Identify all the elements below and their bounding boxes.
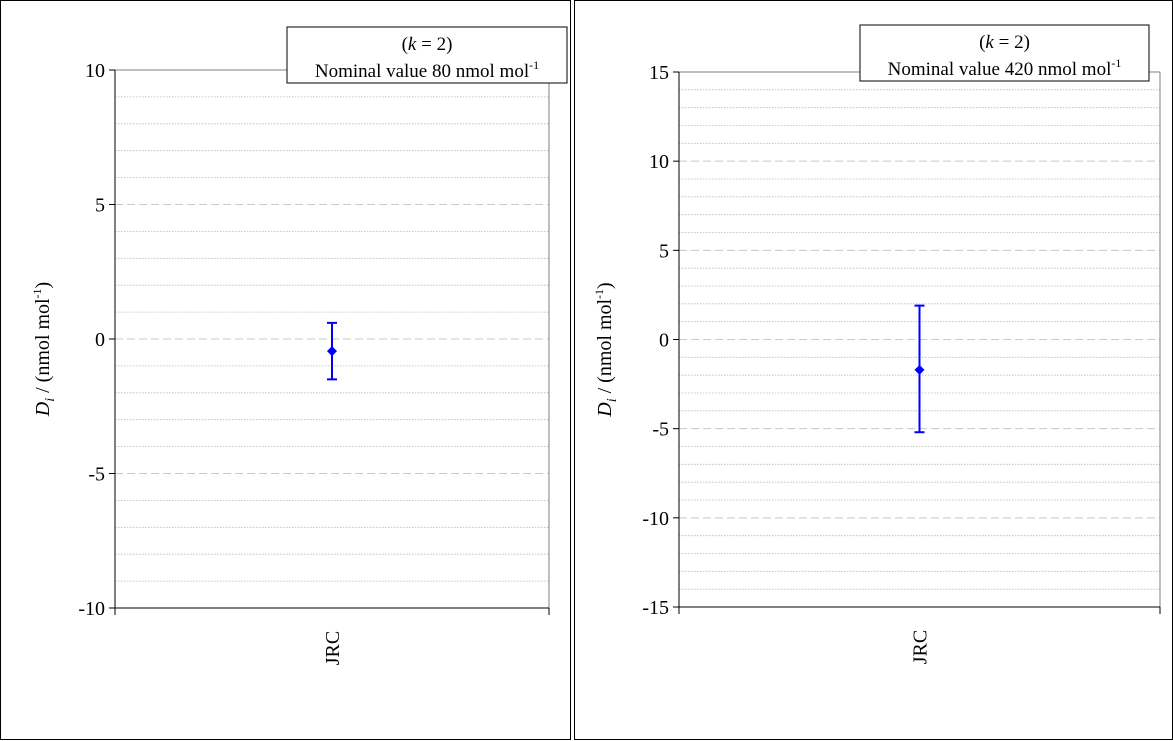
y-axis-label-var: D [594, 402, 616, 418]
annotation-line1: (k = 2) [979, 32, 1030, 53]
y-axis-label-sup: -1 [592, 289, 606, 299]
y-tick-label: -15 [642, 597, 669, 619]
y-axis-label-close: ) [32, 282, 54, 289]
data-point [914, 364, 925, 375]
annotation-nominal-sup: -1 [1111, 56, 1121, 70]
annotation-line1: (k = 2) [402, 34, 453, 55]
y-tick-label: 10 [649, 151, 669, 173]
annotation-box [286, 26, 568, 84]
annotation-nominal-sup: -1 [529, 58, 539, 72]
annotation-paren: ( [402, 34, 408, 55]
x-category-label: JRC [910, 630, 932, 664]
y-tick-label: 10 [85, 60, 105, 82]
annotation-box [859, 24, 1150, 82]
annotation-paren: ( [979, 32, 985, 53]
y-axis-label: Di / (nmol mol-1) [592, 282, 620, 417]
y-tick-label: 0 [659, 330, 669, 352]
y-axis-label-var: D [32, 401, 54, 417]
y-tick-label: 15 [649, 62, 669, 84]
y-tick-label: -5 [652, 419, 669, 441]
annotation-nominal: Nominal value 420 nmol mol [888, 59, 1112, 80]
annotation-line2: Nominal value 80 nmol mol-1 [315, 58, 539, 82]
annotation-k-value: = 2) [994, 32, 1030, 53]
annotation-line2: Nominal value 420 nmol mol-1 [888, 56, 1122, 80]
annotation-k: k [985, 32, 994, 53]
data-point [327, 346, 337, 357]
y-axis-label-text: / (nmol mol [594, 299, 616, 399]
y-tick-label: 0 [95, 329, 105, 351]
annotation-nominal: Nominal value 80 nmol mol [315, 61, 529, 82]
y-tick-label: 5 [659, 240, 669, 262]
annotation-k: k [408, 34, 417, 55]
y-tick-label: -10 [642, 508, 669, 530]
y-axis-label-sub: i [43, 398, 58, 402]
y-axis-label-text: / (nmol mol [32, 298, 54, 398]
y-tick-label: 5 [95, 195, 105, 217]
y-tick-label: -5 [88, 464, 105, 486]
y-tick-label: -10 [78, 598, 105, 620]
chart-panel-right: -15 -10 -5 0 5 10 15 JRC Di / (nmol mol-1) (k = 2… [574, 0, 1173, 740]
y-axis-label: Di / (nmol mol-1) [30, 282, 58, 417]
x-category-label: JRC [322, 631, 344, 665]
annotation-k-value: = 2) [416, 34, 452, 55]
y-axis-label-sub: i [605, 398, 620, 402]
chart-panel-left: -10 -5 0 5 10 JRC Di / (nmol mol-1) (k = 2) Nomi… [0, 0, 571, 740]
y-axis-label-close: ) [594, 282, 616, 289]
y-axis-label-sup: -1 [30, 288, 44, 298]
